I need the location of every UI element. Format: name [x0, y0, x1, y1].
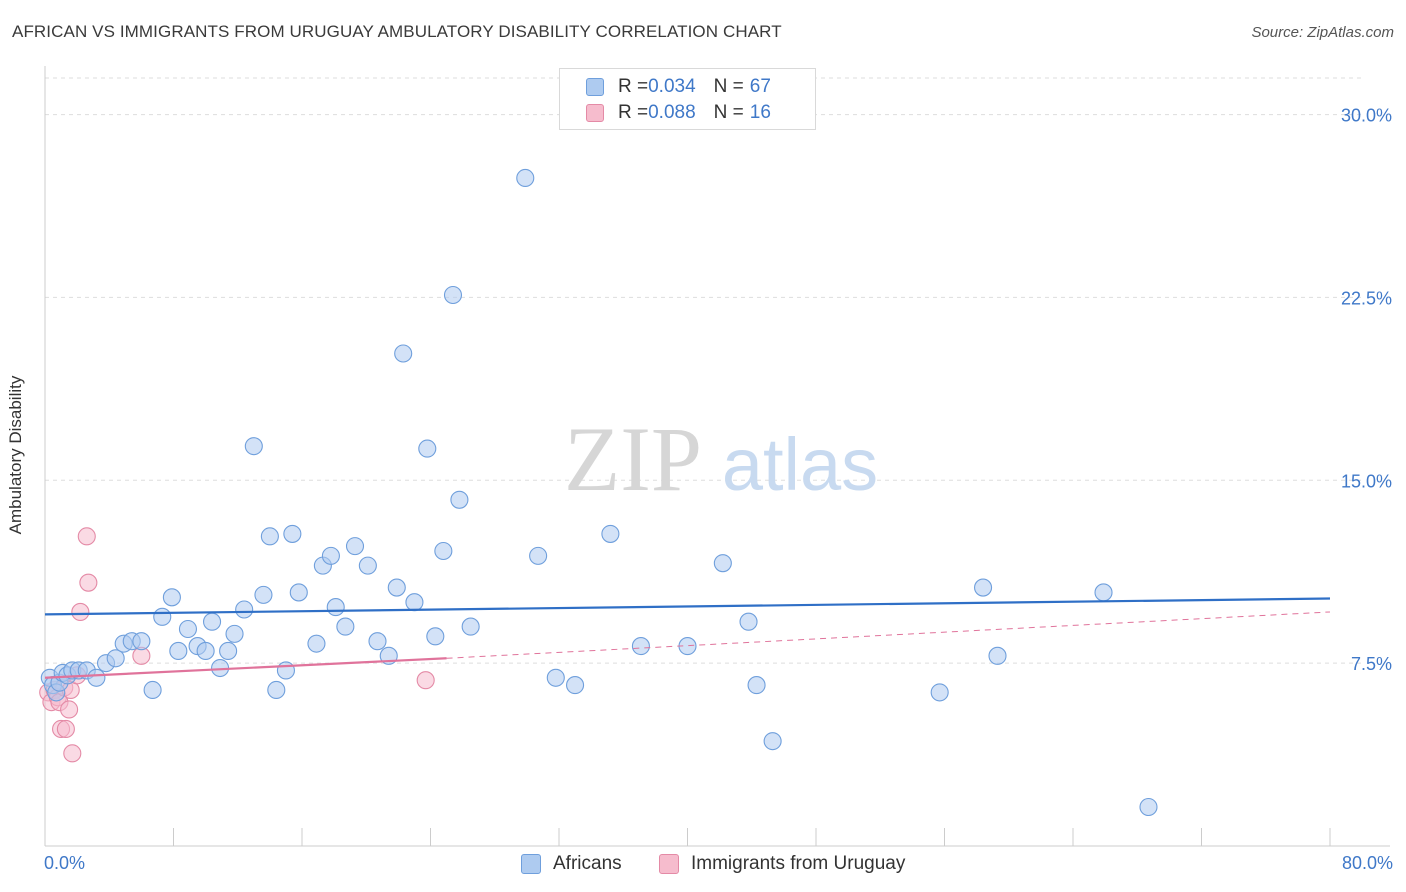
grid-lines — [45, 77, 1365, 664]
african-point — [434, 541, 453, 561]
uruguay-point — [77, 527, 96, 546]
legend-item-africans[interactable]: Africans — [521, 852, 622, 876]
legend-r-label: R = — [618, 76, 649, 97]
uruguay-point — [63, 744, 82, 763]
legend-n-value: 16 — [749, 102, 771, 123]
trend-lines — [44, 597, 1331, 679]
uruguay-point — [416, 671, 435, 690]
african-point — [267, 680, 286, 700]
legend-label-uruguay: Immigrants from Uruguay — [691, 853, 906, 874]
african-point — [326, 598, 345, 617]
african-point — [153, 607, 172, 626]
african-point — [235, 600, 254, 619]
africans-trend-line — [44, 597, 1331, 616]
african-point — [276, 661, 295, 680]
legend-row-uruguay: R = 0.088 N = 16 — [586, 101, 771, 125]
legend-label-africans: Africans — [553, 853, 622, 874]
african-point — [345, 537, 365, 556]
source-label: Source: ZipAtlas.com — [1251, 24, 1394, 41]
uruguay-point — [71, 602, 90, 621]
african-point — [162, 588, 181, 607]
uruguay-point — [79, 573, 98, 592]
african-point — [87, 668, 106, 687]
x-tick-label-min: 0.0% — [44, 853, 85, 873]
legend-n-label: N = — [713, 102, 744, 123]
axes — [44, 66, 1390, 847]
african-point — [260, 527, 279, 546]
african-point — [169, 641, 188, 661]
african-point — [601, 524, 620, 543]
legend-n-value: 67 — [749, 76, 771, 97]
african-point — [106, 649, 125, 668]
x-tick-label-max: 80.0% — [1342, 853, 1393, 873]
legend-swatch-uruguay — [586, 104, 604, 122]
african-point — [336, 617, 355, 636]
watermark-zip: ZIP — [564, 408, 702, 510]
african-point — [289, 583, 308, 602]
correlation-legend: R = 0.034 N = 67 R = 0.088 N = 16 — [559, 68, 816, 130]
african-point — [203, 612, 222, 631]
african-point — [1139, 797, 1158, 817]
african-point — [988, 646, 1007, 665]
y-tick-label: 30.0% — [1341, 106, 1392, 126]
african-point — [143, 680, 162, 700]
african-point — [973, 578, 993, 597]
african-point — [358, 556, 377, 575]
legend-swatch-africans — [586, 78, 604, 96]
african-point — [631, 637, 650, 656]
chart-title: AFRICAN VS IMMIGRANTS FROM URUGUAY AMBUL… — [12, 22, 782, 41]
african-point — [713, 554, 732, 573]
african-point — [196, 641, 215, 661]
african-point — [443, 285, 463, 305]
african-point — [254, 585, 273, 604]
legend-n-label: N = — [713, 76, 744, 97]
african-point — [529, 546, 548, 565]
african-point — [930, 683, 949, 702]
uruguay-trend-line — [44, 657, 447, 679]
african-point — [394, 344, 413, 363]
y-tick-label: 7.5% — [1351, 654, 1392, 674]
african-point — [763, 732, 782, 751]
african-point — [244, 437, 263, 456]
african-point — [307, 634, 326, 653]
african-point — [747, 676, 766, 695]
african-point — [450, 490, 469, 509]
african-point — [225, 624, 244, 643]
african-point — [132, 632, 151, 651]
african-point — [461, 617, 480, 636]
legend-r-value: 0.034 — [648, 76, 696, 97]
african-point — [546, 668, 565, 687]
y-tick-label: 15.0% — [1341, 471, 1392, 491]
legend-item-uruguay[interactable]: Immigrants from Uruguay — [659, 852, 905, 876]
uruguay-point — [60, 700, 79, 719]
african-point — [739, 612, 758, 631]
series-legend: Africans Immigrants from Uruguay — [0, 852, 1406, 876]
african-point — [1094, 583, 1113, 602]
legend-r-label: R = — [618, 102, 649, 123]
african-point — [283, 524, 302, 543]
series-africans-points — [40, 168, 1158, 817]
y-axis-label: Ambulatory Disability — [6, 375, 25, 535]
african-point — [368, 632, 387, 651]
african-point — [566, 676, 585, 695]
watermark: ZIP atlas — [564, 408, 878, 510]
legend-row-africans: R = 0.034 N = 67 — [586, 75, 771, 99]
legend-swatch-africans — [521, 854, 541, 874]
african-point — [516, 168, 535, 188]
african-point — [418, 439, 437, 458]
african-point — [219, 641, 238, 661]
african-point — [178, 619, 198, 639]
tick-labels: 7.5% 15.0% 22.5% 30.0% 0.0% 80.0% — [44, 106, 1393, 873]
legend-swatch-uruguay — [659, 854, 679, 874]
african-point — [321, 546, 340, 565]
y-tick-label: 22.5% — [1341, 288, 1392, 308]
african-point — [387, 578, 406, 597]
uruguay-trend-extension — [446, 611, 1331, 659]
watermark-atlas: atlas — [722, 423, 878, 506]
african-point — [405, 593, 424, 612]
uruguay-point — [56, 719, 75, 739]
legend-r-value: 0.088 — [648, 102, 696, 123]
african-point — [426, 627, 445, 646]
